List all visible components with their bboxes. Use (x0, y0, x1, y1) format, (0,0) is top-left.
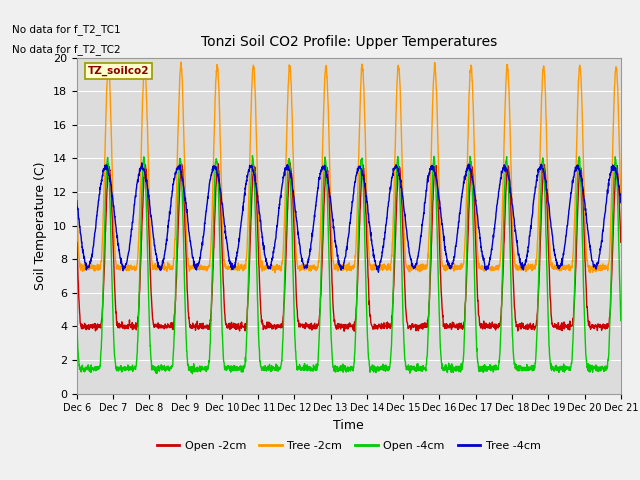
Open -2cm (73, 240, 81, 245)
Tree -4cm (617, 200, 625, 205)
Tree -4cm (584, 231, 592, 237)
Tree -4cm (225, 254, 232, 260)
Open -2cm (286, 160, 294, 166)
Tree -4cm (377, 259, 385, 265)
Line: Tree -2cm: Tree -2cm (77, 62, 621, 273)
Tree -2cm (507, 161, 515, 167)
Y-axis label: Soil Temperature (C): Soil Temperature (C) (35, 161, 47, 290)
Tree -2cm (586, 270, 594, 276)
Tree -4cm (73, 198, 81, 204)
Open -2cm (377, 324, 385, 330)
Tree -4cm (365, 211, 372, 216)
Tree -2cm (177, 59, 185, 65)
Tree -2cm (73, 202, 81, 208)
Tree -4cm (508, 193, 515, 199)
Line: Tree -4cm: Tree -4cm (77, 163, 621, 272)
Tree -2cm (584, 264, 592, 270)
Open -4cm (73, 318, 81, 324)
X-axis label: Time: Time (333, 419, 364, 432)
Tree -4cm (570, 179, 577, 184)
Legend: Open -2cm, Tree -2cm, Open -4cm, Tree -4cm: Open -2cm, Tree -2cm, Open -4cm, Tree -4… (152, 436, 545, 455)
Text: TZ_soilco2: TZ_soilco2 (88, 66, 149, 76)
Line: Open -2cm: Open -2cm (77, 163, 621, 331)
Tree -4cm (138, 160, 146, 166)
Tree -2cm (376, 262, 384, 267)
Tree -2cm (569, 252, 577, 258)
Open -4cm (377, 364, 385, 370)
Open -4cm (584, 361, 592, 367)
Open -2cm (617, 240, 625, 245)
Open -2cm (584, 318, 592, 324)
Open -4cm (617, 318, 625, 324)
Tree -2cm (225, 266, 232, 272)
Line: Open -4cm: Open -4cm (77, 156, 621, 374)
Open -2cm (340, 328, 348, 334)
Open -2cm (508, 218, 515, 224)
Text: No data for f_T2_TC2: No data for f_T2_TC2 (12, 44, 120, 55)
Title: Tonzi Soil CO2 Profile: Upper Temperatures: Tonzi Soil CO2 Profile: Upper Temperatur… (201, 36, 497, 49)
Open -4cm (189, 371, 196, 377)
Open -4cm (248, 153, 256, 158)
Tree -4cm (374, 269, 382, 275)
Open -2cm (225, 322, 232, 328)
Text: No data for f_T2_TC1: No data for f_T2_TC1 (12, 24, 120, 35)
Tree -2cm (617, 201, 625, 206)
Open -4cm (508, 289, 515, 295)
Open -2cm (570, 315, 577, 321)
Open -2cm (365, 292, 372, 298)
Open -4cm (570, 333, 577, 338)
Open -4cm (225, 363, 232, 369)
Open -4cm (365, 357, 372, 362)
Tree -2cm (365, 244, 372, 250)
